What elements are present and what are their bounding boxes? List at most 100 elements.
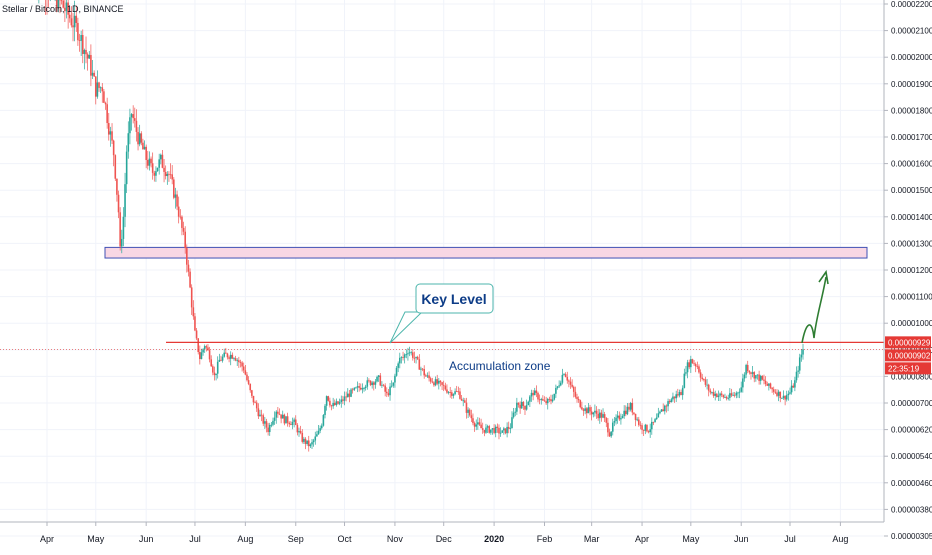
- candle-body: [72, 25, 74, 27]
- candle-body: [518, 403, 520, 405]
- candle-body: [139, 133, 141, 144]
- candle-body: [646, 425, 648, 432]
- candle-body: [701, 378, 703, 379]
- candle-body: [355, 388, 357, 389]
- countdown-tag: 22:35:19: [888, 364, 920, 373]
- candle-body: [435, 379, 437, 385]
- candle-body: [300, 431, 302, 433]
- candle-body: [162, 155, 164, 168]
- candle-body: [383, 385, 385, 386]
- candle-body: [656, 418, 658, 420]
- candle-body: [762, 376, 764, 380]
- candle-body: [568, 381, 570, 382]
- candle-body: [469, 410, 471, 416]
- candle-body: [456, 391, 458, 392]
- candle-body: [697, 366, 699, 367]
- candle-body: [433, 382, 435, 385]
- price-tick-label: 0.00001000: [891, 319, 932, 328]
- candle-body: [641, 425, 643, 430]
- candle-body: [366, 380, 368, 386]
- candle-body: [740, 387, 742, 391]
- candle-body: [180, 217, 182, 218]
- candle-body: [105, 103, 107, 104]
- candle-body: [636, 419, 638, 420]
- candle-body: [217, 362, 219, 374]
- candle-body: [212, 366, 214, 372]
- candle-body: [350, 389, 352, 396]
- candle-body: [126, 152, 128, 185]
- candle-body: [458, 391, 460, 392]
- candle-body: [680, 392, 682, 395]
- candle-body: [781, 398, 783, 399]
- candle-body: [770, 383, 772, 387]
- candle-body: [370, 381, 372, 385]
- candle-body: [282, 415, 284, 419]
- candle-body: [549, 399, 551, 400]
- candle-body: [160, 155, 162, 160]
- candle-body: [487, 426, 489, 427]
- candle-body: [111, 131, 113, 140]
- candle-body: [236, 360, 238, 361]
- candle-body: [425, 375, 427, 376]
- candle-body: [129, 117, 131, 133]
- candle-body: [253, 396, 255, 402]
- candle-body: [545, 401, 547, 403]
- candle-body: [207, 347, 209, 350]
- candle-body: [682, 388, 684, 395]
- candle-body: [490, 430, 492, 433]
- price-axis[interactable]: 0.000022000.000021000.000020000.00001900…: [884, 0, 932, 541]
- candle-body: [727, 398, 729, 399]
- candle-body: [181, 217, 183, 228]
- candle-body: [210, 359, 212, 366]
- candle-body: [215, 374, 217, 375]
- candle-body: [197, 338, 199, 352]
- time-tick-label: Aug: [832, 534, 848, 544]
- candle-body: [708, 385, 710, 391]
- candle-body: [375, 381, 377, 384]
- candle-body: [298, 431, 300, 432]
- candle-body: [149, 159, 151, 166]
- candle-body: [97, 82, 99, 96]
- candle-body: [488, 426, 490, 433]
- time-tick-label: Mar: [584, 534, 600, 544]
- candle-body: [75, 16, 77, 23]
- candle-body: [737, 393, 739, 394]
- candle-body: [705, 379, 707, 384]
- candle-body: [633, 412, 635, 413]
- candle-body: [589, 407, 591, 411]
- candle-body: [440, 381, 442, 382]
- candle-body: [666, 406, 668, 407]
- candle-body: [327, 396, 329, 401]
- candle-body: [729, 393, 731, 398]
- candle-body: [477, 422, 479, 424]
- candle-body: [201, 352, 203, 359]
- candle-body: [430, 378, 432, 381]
- candle-body: [599, 413, 601, 419]
- candle-body: [579, 400, 581, 407]
- resistance-price-tag: 0.00000929: [888, 338, 931, 347]
- candle-body: [521, 402, 523, 409]
- candle-body: [254, 402, 256, 403]
- candle-body: [484, 430, 486, 433]
- candle-body: [262, 415, 264, 423]
- candle-body: [101, 87, 103, 91]
- candle-body: [607, 423, 609, 433]
- candle-body: [419, 359, 421, 369]
- price-tick-label: 0.00000305: [891, 532, 932, 541]
- candle-body: [423, 369, 425, 375]
- candle-body: [664, 406, 666, 412]
- candle-body: [675, 394, 677, 398]
- candle-body: [186, 248, 188, 265]
- candle-body: [188, 265, 190, 272]
- candle-body: [690, 359, 692, 367]
- candle-body: [306, 440, 308, 444]
- candle-body: [604, 414, 606, 418]
- candle-body: [90, 55, 92, 76]
- candle-body: [108, 123, 110, 135]
- time-tick-label: Aug: [237, 534, 253, 544]
- price-tick-label: 0.00002200: [891, 0, 932, 9]
- candle-body: [631, 403, 633, 413]
- candle-body: [643, 430, 645, 431]
